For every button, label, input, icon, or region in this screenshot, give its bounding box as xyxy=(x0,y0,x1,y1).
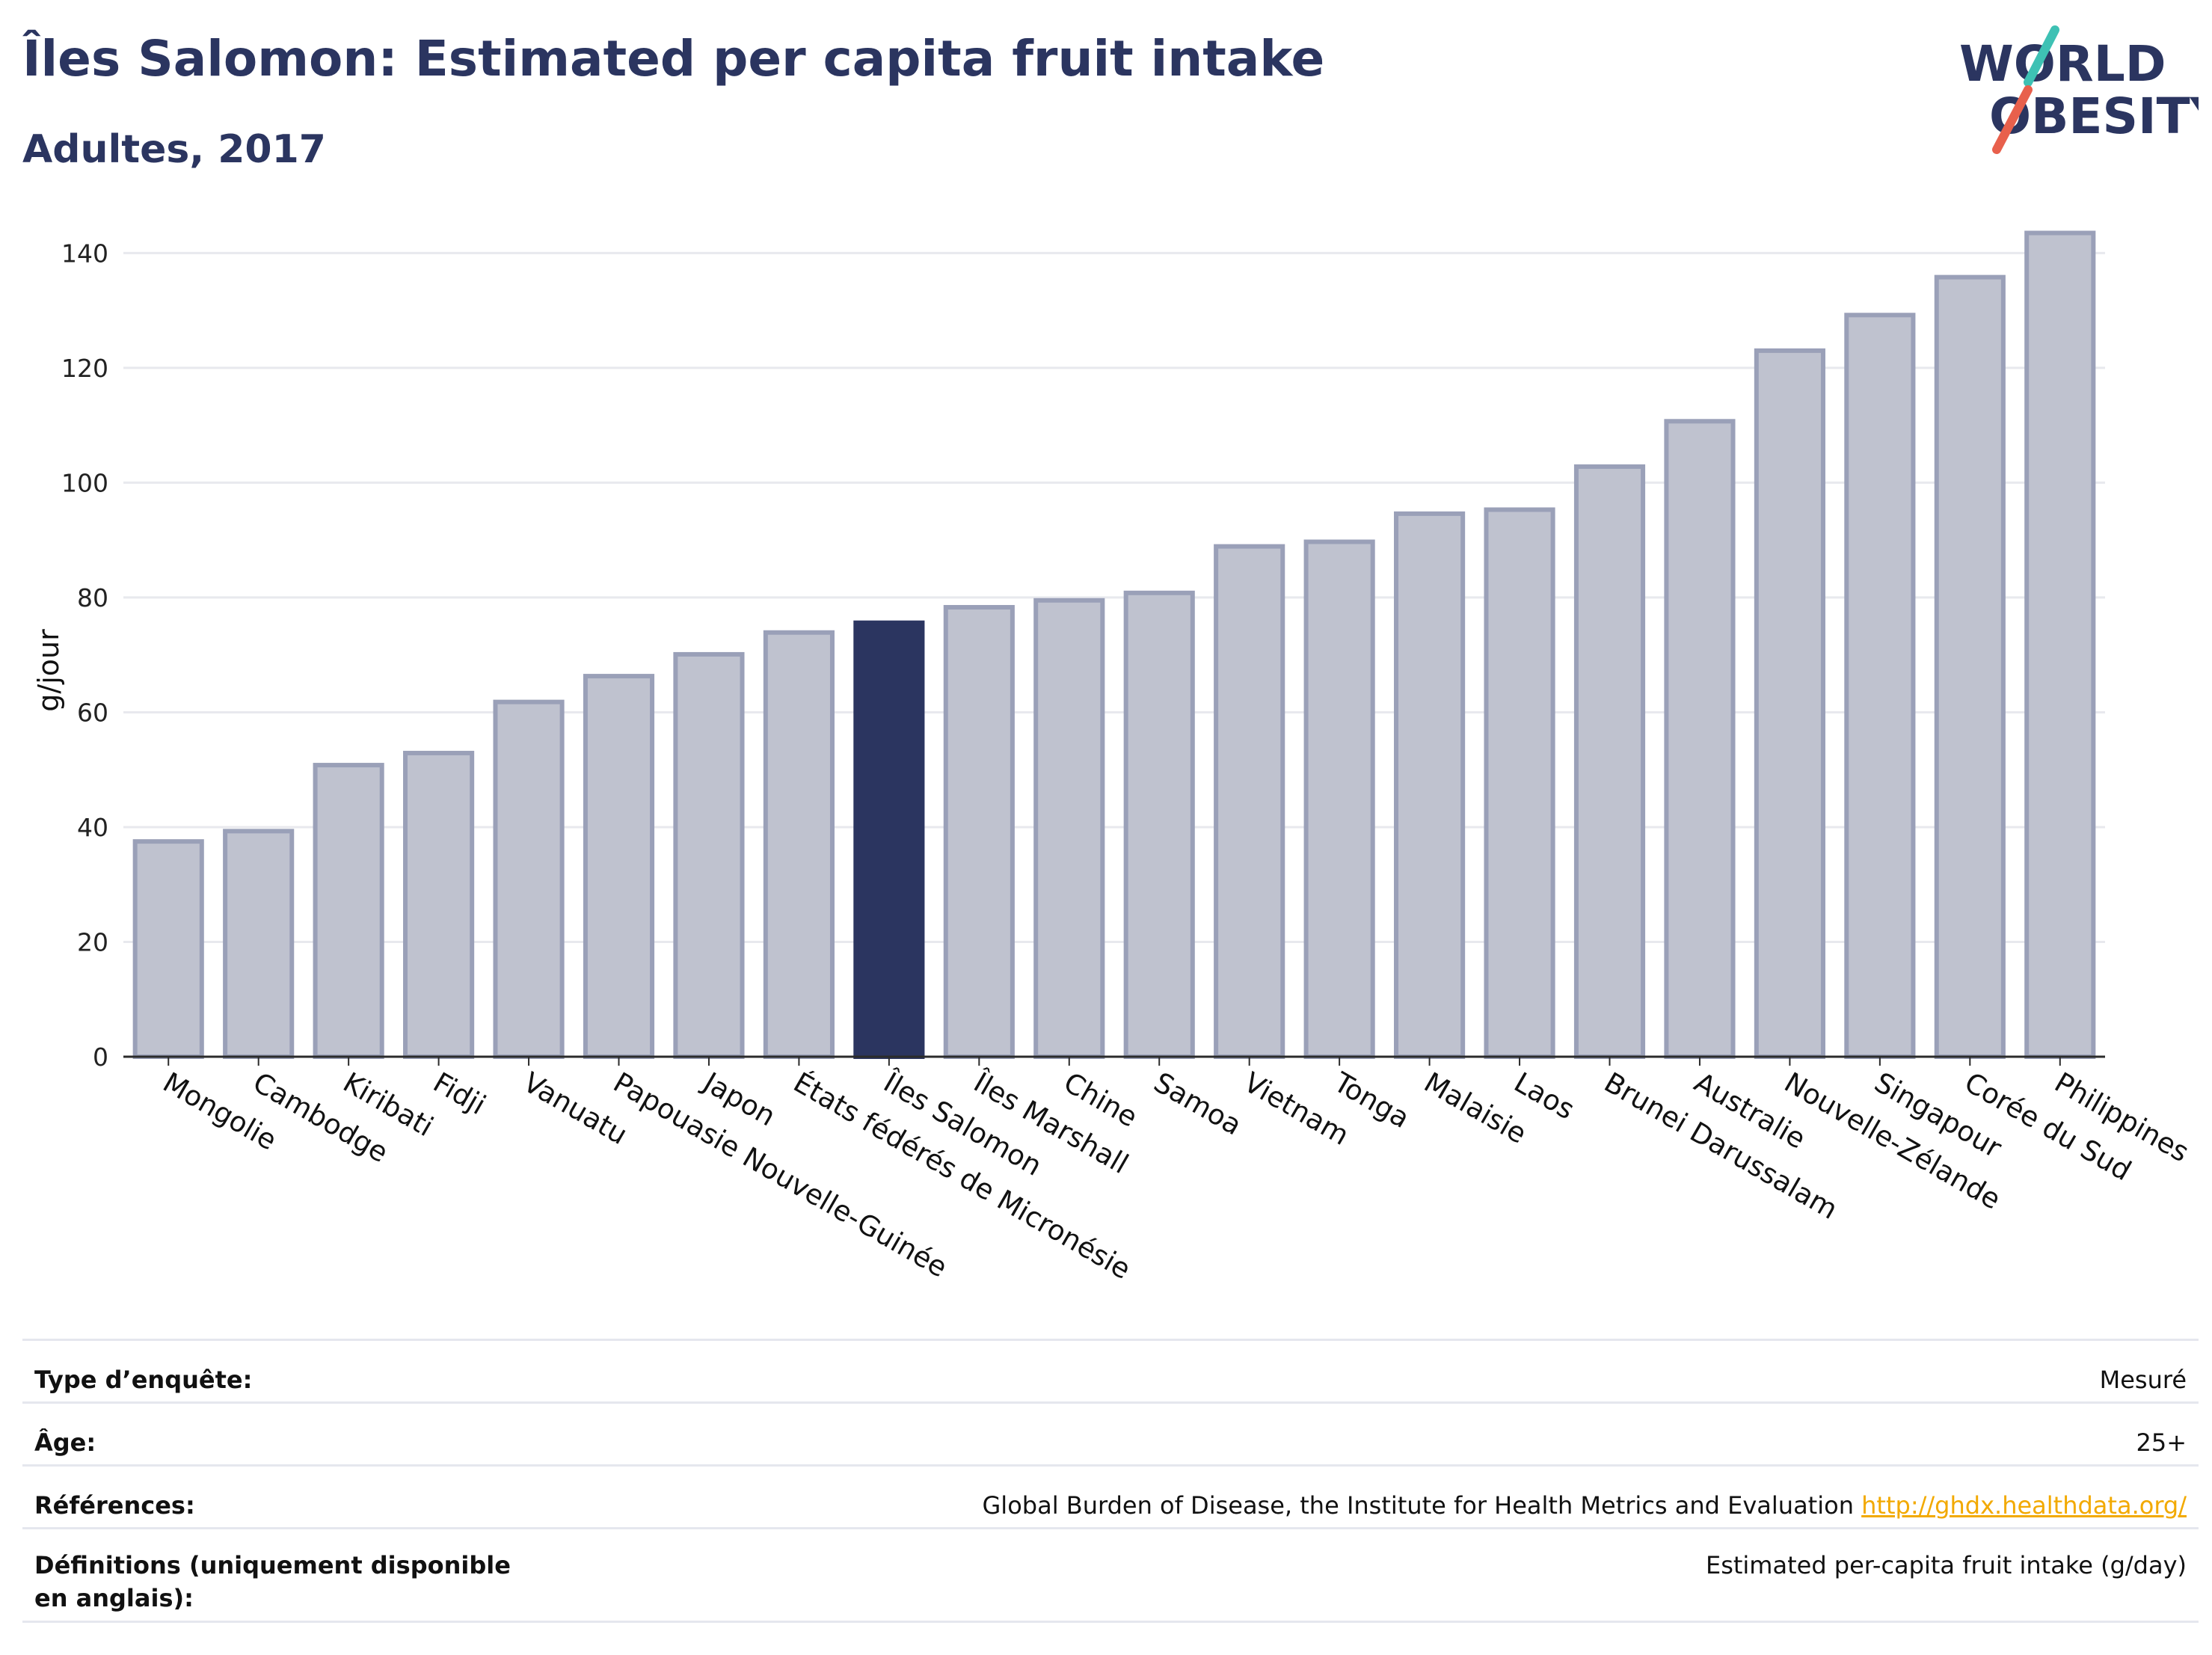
logo-text-world: WORLD xyxy=(1959,35,2166,93)
bar xyxy=(223,829,295,1059)
y-tick-label: 80 xyxy=(77,583,108,612)
x-tick-label: Vanuatu xyxy=(518,1066,633,1152)
meta-row-survey-type: Type d’enquête: Mesuré xyxy=(22,1339,2199,1401)
meta-value: Mesuré xyxy=(2099,1366,2187,1394)
x-tick-label: Fidji xyxy=(428,1066,491,1122)
meta-key: Âge: xyxy=(34,1428,96,1457)
bar xyxy=(493,699,565,1059)
bar xyxy=(1123,590,1195,1059)
bar xyxy=(403,750,475,1059)
y-axis-label: g/jour xyxy=(32,629,65,712)
bar xyxy=(583,674,655,1059)
meta-row-definitions: Définitions (uniquement disponible en an… xyxy=(22,1527,2199,1623)
x-tick-label: Malaisie xyxy=(1419,1066,1532,1150)
meta-row-references: Références: Global Burden of Disease, th… xyxy=(22,1464,2199,1527)
bar xyxy=(1934,274,2006,1059)
meta-value: 25+ xyxy=(2136,1428,2187,1457)
bar xyxy=(1303,539,1375,1059)
y-tick-label: 0 xyxy=(93,1043,108,1072)
bar xyxy=(1484,507,1555,1059)
world-obesity-logo: WORLD OBESITY xyxy=(1959,25,2199,154)
meta-row-age: Âge: 25+ xyxy=(22,1401,2199,1464)
meta-key: Définitions (uniquement disponible en an… xyxy=(34,1551,511,1612)
bar xyxy=(313,763,384,1060)
y-tick-label: 40 xyxy=(77,813,108,842)
bar xyxy=(763,630,835,1059)
bar xyxy=(1573,464,1646,1059)
bar xyxy=(1214,544,1285,1059)
bar xyxy=(673,651,745,1059)
chart-subtitle: Adultes, 2017 xyxy=(22,127,326,172)
bar xyxy=(1664,419,1736,1059)
y-tick-label: 60 xyxy=(77,698,108,727)
references-text: Global Burden of Disease, the Institute … xyxy=(982,1491,1854,1520)
bar xyxy=(132,839,204,1059)
y-tick-label: 120 xyxy=(61,354,108,383)
bar xyxy=(943,604,1015,1059)
bar xyxy=(1033,598,1105,1059)
x-tick-label: Samoa xyxy=(1149,1066,1247,1142)
bar xyxy=(1394,511,1466,1059)
bar-chart: 020406080100120140MongolieCambodgeKiriba… xyxy=(32,230,2194,1286)
metadata-table: Type d’enquête: Mesuré Âge: 25+ Référenc… xyxy=(22,1339,2199,1623)
meta-key: Type d’enquête: xyxy=(34,1366,253,1394)
references-link[interactable]: http://ghdx.healthdata.org/ xyxy=(1861,1491,2187,1520)
y-tick-label: 100 xyxy=(61,468,108,497)
bar xyxy=(2024,230,2096,1059)
meta-value: Global Burden of Disease, the Institute … xyxy=(983,1489,2187,1522)
meta-value: Estimated per-capita fruit intake (g/day… xyxy=(1705,1551,2187,1579)
logo-slash-teal xyxy=(2024,25,2059,87)
y-tick-label: 140 xyxy=(61,239,108,268)
bar xyxy=(853,620,925,1059)
y-tick-label: 20 xyxy=(77,927,108,957)
meta-key: Références: xyxy=(34,1491,195,1520)
bar xyxy=(1844,313,1916,1059)
logo-slash-red xyxy=(1992,85,2033,154)
chart-title: Îles Salomon: Estimated per capita fruit… xyxy=(22,30,1325,87)
bar xyxy=(1754,348,1825,1059)
